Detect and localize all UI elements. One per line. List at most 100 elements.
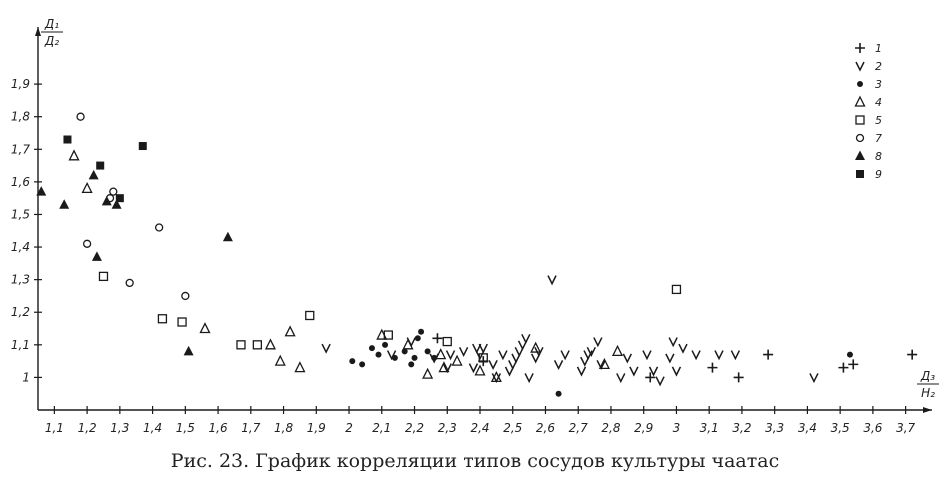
data-point-square-filled (63, 135, 72, 144)
x-tick-label: 2,8 (601, 421, 620, 435)
data-point-dot (555, 390, 562, 397)
data-point-triangle-open (490, 370, 502, 383)
data-point-v (524, 373, 534, 384)
data-point-v (458, 347, 469, 358)
y-tick-label: 1,2 (11, 305, 30, 319)
data-points (36, 112, 918, 397)
legend-marker-v (855, 61, 865, 72)
data-point-dot (401, 348, 408, 355)
x-tick-label: 3 (673, 421, 681, 435)
data-point-v (547, 275, 557, 286)
data-point-v (521, 333, 531, 344)
legend-label: 9 (875, 168, 882, 181)
data-point-v (809, 373, 819, 384)
data-point-triangle-filled (222, 231, 233, 242)
x-tick-label: 3,2 (732, 421, 751, 435)
data-point-v (517, 340, 528, 351)
legend-marker-dot (857, 81, 863, 87)
data-point-triangle-open (274, 354, 286, 366)
data-point-v (655, 376, 665, 387)
data-point-square-open (383, 330, 393, 340)
data-point-v (593, 337, 603, 348)
data-point-circle-open (125, 278, 134, 288)
x-tick-label: 3,4 (798, 421, 817, 435)
data-point-v (498, 350, 508, 361)
data-point-dot (368, 345, 375, 352)
data-point-triangle-open (199, 322, 211, 334)
x-axis-label: Д₃ Н₂ (917, 369, 939, 400)
data-point-dot (408, 361, 415, 368)
x-tick-label: 2,9 (634, 421, 653, 435)
y-axis-label-numerator: Д₁ (44, 17, 59, 31)
data-point-v (671, 366, 682, 377)
y-tick-label: 1,6 (11, 175, 30, 189)
data-point-triangle-open (81, 181, 93, 194)
y-tick-label: 1,8 (11, 110, 30, 124)
data-point-v (534, 347, 544, 358)
x-tick-label: 3,1 (700, 421, 719, 435)
legend-marker-triangle-open (854, 95, 866, 107)
x-tick-label: 1,5 (176, 421, 195, 435)
data-point-plus (478, 356, 489, 367)
data-point-triangle-filled (183, 345, 194, 356)
data-point-dot (414, 335, 421, 342)
axes (35, 27, 932, 413)
x-tick-label: 1,9 (307, 421, 326, 435)
data-point-plus (645, 372, 656, 383)
data-point-v (504, 366, 515, 377)
legend-marker-plus (855, 43, 865, 53)
y-axis-arrow (35, 27, 41, 36)
y-tick-label: 1,4 (11, 240, 30, 254)
legend-label: 5 (875, 114, 882, 127)
data-point-v (691, 350, 701, 361)
data-point-square-open (305, 310, 315, 321)
data-point-dot (846, 351, 853, 358)
legend-marker-triangle-filled (855, 150, 865, 160)
data-point-square-open (478, 353, 488, 363)
y-axis-label: Д₁ Д₂ (41, 17, 63, 48)
data-point-circle-open (82, 239, 92, 248)
data-point-triangle-open (284, 325, 296, 337)
data-point-square-filled (138, 142, 147, 151)
x-tick-label: 3,3 (765, 421, 784, 435)
x-tick-label: 1,3 (110, 421, 129, 435)
data-point-square-open (671, 284, 682, 295)
axis-labels: Д₁ Д₂ Д₃ Н₂ (41, 17, 939, 400)
x-tick-label: 2,6 (536, 421, 555, 435)
x-tick-label: 2,3 (438, 421, 457, 435)
data-point-square-filled (115, 194, 124, 203)
x-tick-label: 1,2 (78, 421, 97, 435)
data-point-dot (349, 358, 356, 365)
data-point-triangle-filled (111, 199, 122, 209)
data-point-v (642, 350, 652, 361)
data-point-v (648, 366, 659, 377)
data-point-v (668, 337, 678, 348)
legend-label: 3 (875, 78, 882, 91)
data-point-dot (391, 354, 398, 361)
figure-caption: Рис. 23. График корреляции типов сосудов… (170, 450, 780, 472)
x-tick-label: 1,4 (143, 421, 162, 435)
data-point-triangle-filled (91, 251, 102, 261)
data-point-v (622, 353, 633, 364)
data-point-square-open (98, 271, 109, 282)
y-tick-label: 1,3 (11, 273, 30, 287)
y-tick-label: 1 (22, 370, 30, 384)
data-point-square-open (177, 317, 187, 327)
data-point-triangle-open (422, 367, 434, 379)
data-point-v (478, 343, 488, 354)
data-point-v (488, 360, 498, 371)
data-point-dot (375, 351, 382, 358)
data-point-circle-open (181, 291, 190, 301)
data-point-triangle-open (264, 338, 277, 350)
data-point-triangle-open (438, 361, 450, 373)
legend-label: 7 (875, 132, 882, 145)
data-point-square-filled (96, 161, 105, 170)
y-tick-label: 1,1 (11, 338, 30, 352)
data-point-dot (382, 341, 389, 348)
data-point-triangle-open (474, 364, 486, 376)
data-point-dot (359, 361, 366, 368)
data-point-v (665, 353, 675, 364)
data-point-plus (848, 359, 859, 370)
legend-marker-circle-open (855, 133, 865, 143)
data-point-v (560, 350, 570, 361)
